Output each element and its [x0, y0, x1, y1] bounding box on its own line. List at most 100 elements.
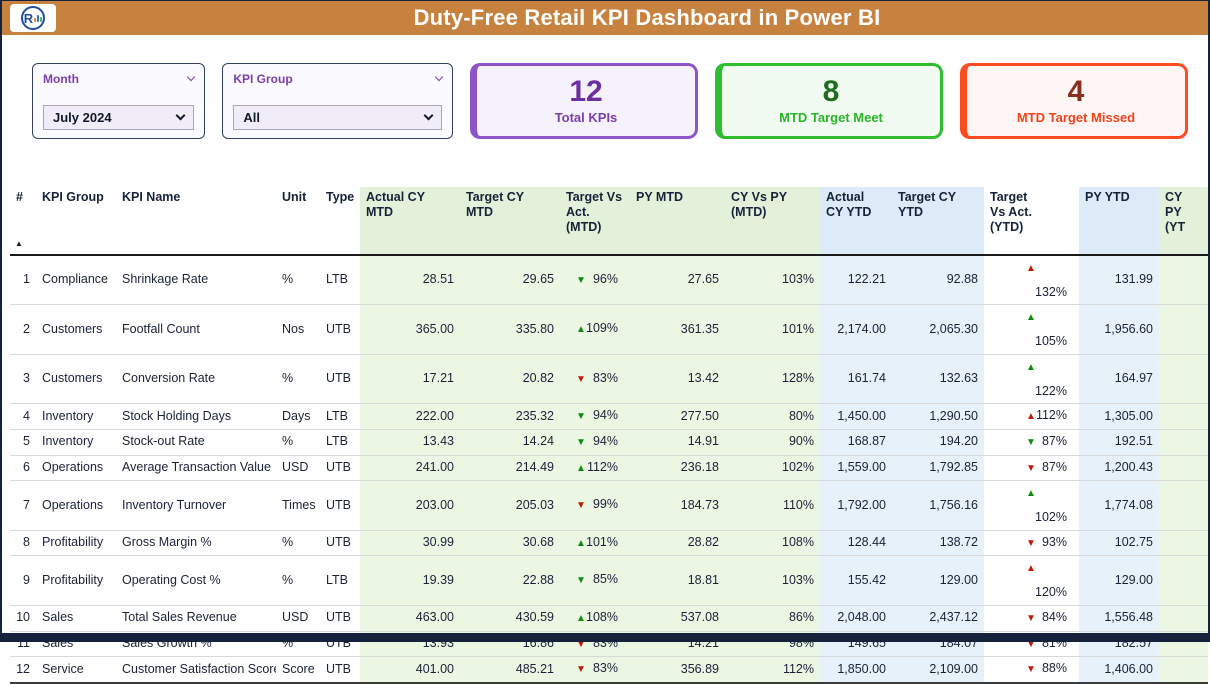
column-header-actual_ytd[interactable]: Actual CY YTD — [820, 187, 892, 256]
arrow-down-icon: ▼ — [576, 664, 586, 676]
kpi-row[interactable]: 9 Profitability Operating Cost %% LTB 19.39 2… — [10, 555, 1208, 606]
cell-unit: Times — [276, 480, 320, 531]
column-header-py_ytd[interactable]: PY YTD — [1079, 187, 1159, 256]
chevron-down-icon[interactable] — [187, 72, 196, 82]
cell-name: Customer Satisfaction Score — [116, 656, 276, 684]
cell-py_ytd: 1,956.60 — [1079, 304, 1159, 355]
cell-py_mtd: 277.50 — [630, 403, 725, 430]
cell-group: Service — [36, 656, 116, 684]
kpi-row[interactable]: 5 Inventory Stock-out Rate% LTB 13.43 14.24 ▼ 9… — [10, 429, 1208, 456]
column-header-py_mtd[interactable]: PY MTD — [630, 187, 725, 256]
cell-actual_ytd: 155.42 — [820, 555, 892, 606]
cell-cy_py_ytd — [1159, 656, 1208, 684]
chevron-down-icon[interactable] — [434, 72, 444, 82]
kpi-row[interactable]: 12 Service Customer Satisfaction Score Scor… — [10, 656, 1208, 684]
indicator-percent: 88% — [1041, 661, 1067, 676]
kpi-group-dropdown[interactable]: All — [233, 105, 442, 130]
indicator-percent: 101% — [586, 534, 618, 549]
cell-unit: Nos — [276, 304, 320, 355]
indicator-percent: 84% — [1041, 609, 1067, 624]
kpi-row[interactable]: 6 Operations Average Transaction Value USD U… — [10, 455, 1208, 482]
mtd-target-missed-label: MTD Target Missed — [1016, 110, 1136, 125]
cell-name: Operating Cost % — [116, 555, 276, 606]
cell-py_ytd: 192.51 — [1079, 429, 1159, 456]
column-header-target_ytd[interactable]: Target CY YTD — [892, 187, 984, 256]
cell-py_mtd: 184.73 — [630, 480, 725, 531]
cell-tva_ytd: ▲ 102% — [984, 480, 1079, 531]
column-header-tva_ytd[interactable]: Target Vs Act. (YTD) — [984, 187, 1079, 256]
cell-name: Average Transaction Value — [116, 455, 276, 482]
cell-tva_ytd: ▲ 132% — [984, 255, 1079, 306]
cell-tva_ytd: ▼ 88% — [984, 656, 1079, 684]
cell-target_mtd: 20.82 — [460, 354, 560, 405]
column-header-group[interactable]: KPI Group — [36, 187, 116, 256]
cell-py_mtd: 361.35 — [630, 304, 725, 355]
cell-group: Inventory — [36, 403, 116, 430]
cell-tva_ytd: ▼ 84% — [984, 605, 1079, 632]
cell-n: 6 — [10, 455, 36, 482]
kpi-row[interactable]: 10 Sales Total Sales Revenue USD UTB 463.00 43… — [10, 605, 1208, 632]
arrow-up-icon: ▲ — [576, 324, 586, 336]
cell-name: Total Sales Revenue — [116, 605, 276, 632]
cell-py_ytd: 1,406.00 — [1079, 656, 1159, 684]
cell-type: UTB — [320, 530, 360, 557]
cell-cy_py_mtd: 103% — [725, 255, 820, 306]
cell-group: Operations — [36, 455, 116, 482]
indicator-percent: 112% — [586, 459, 618, 474]
indicator-percent: 83% — [592, 370, 618, 385]
arrow-up-icon: ▲ — [1026, 563, 1036, 575]
column-header-unit[interactable]: Unit — [276, 187, 320, 256]
column-header-cy_py_mtd[interactable]: CY Vs PY (MTD) — [725, 187, 820, 256]
column-header-target_mtd[interactable]: Target CY MTD — [460, 187, 560, 256]
column-header-actual_mtd[interactable]: Actual CY MTD — [360, 187, 460, 256]
cell-actual_mtd: 241.00 — [360, 455, 460, 482]
arrow-up-icon: ▲ — [1026, 312, 1036, 324]
cell-group: Profitability — [36, 530, 116, 557]
page-title: Duty-Free Retail KPI Dashboard in Power … — [413, 5, 881, 30]
column-header-name[interactable]: KPI Name — [116, 187, 276, 256]
cell-type: UTB — [320, 480, 360, 531]
cell-tva_mtd: ▲ 112% — [560, 455, 630, 482]
cell-actual_ytd: 168.87 — [820, 429, 892, 456]
column-header-type[interactable]: Type — [320, 187, 360, 256]
cell-py_mtd: 356.89 — [630, 656, 725, 684]
cell-cy_py_ytd — [1159, 403, 1208, 430]
cell-actual_mtd: 222.00 — [360, 403, 460, 430]
cell-cy_py_ytd — [1159, 530, 1208, 557]
column-header-cy_py_ytd[interactable]: CY PY (YT — [1159, 187, 1208, 256]
cell-target_ytd: 1,756.16 — [892, 480, 984, 531]
cell-actual_ytd: 2,174.00 — [820, 304, 892, 355]
kpi-row[interactable]: 8 Profitability Gross Margin %% UTB 30.99 30.… — [10, 530, 1208, 557]
logo-circle-icon: R — [21, 6, 45, 30]
cell-type: LTB — [320, 403, 360, 430]
cell-tva_ytd: ▲ 122% — [984, 354, 1079, 405]
cell-unit: % — [276, 255, 320, 306]
kpi-row[interactable]: 4 Inventory Stock Holding Days Days LTB 222.0… — [10, 403, 1208, 430]
cell-name: Gross Margin % — [116, 530, 276, 557]
cell-target_ytd: 92.88 — [892, 255, 984, 306]
cell-group: Operations — [36, 480, 116, 531]
cell-n: 10 — [10, 605, 36, 632]
kpi-row[interactable]: 7 Operations Inventory Turnover Times UTB 203… — [10, 480, 1208, 531]
cell-tva_mtd: ▼ 96% — [560, 255, 630, 306]
cell-actual_ytd: 1,792.00 — [820, 480, 892, 531]
month-dropdown[interactable]: July 2024 — [43, 105, 195, 130]
cell-tva_mtd: ▼ 99% — [560, 480, 630, 531]
cell-tva_mtd: ▼ 94% — [560, 403, 630, 430]
cell-actual_mtd: 17.21 — [360, 354, 460, 405]
kpi-row[interactable]: 2 Customers Footfall Count Nos UTB 365.00 335.… — [10, 304, 1208, 355]
indicator-percent: 87% — [1041, 433, 1067, 448]
cell-py_ytd: 164.97 — [1079, 354, 1159, 405]
kpi-row[interactable]: 1 Compliance Shrinkage Rate% LTB 28.51 29.65 ▼… — [10, 255, 1208, 306]
column-header-tva_mtd[interactable]: Target Vs Act. (MTD) — [560, 187, 630, 256]
cell-tva_mtd: ▲ 108% — [560, 605, 630, 632]
indicator-percent: 105% — [1035, 334, 1067, 349]
total-kpis-card: 12 Total KPIs — [470, 63, 698, 139]
column-header-n[interactable]: # ▲ — [10, 187, 36, 256]
cell-type: UTB — [320, 304, 360, 355]
cell-target_mtd: 29.65 — [460, 255, 560, 306]
cell-name: Conversion Rate — [116, 354, 276, 405]
kpi-row[interactable]: 3 Customers Conversion Rate% UTB 17.21 20.82 ▼… — [10, 354, 1208, 405]
mtd-target-meet-label: MTD Target Meet — [779, 110, 883, 125]
cell-tva_ytd: ▲ 120% — [984, 555, 1079, 606]
